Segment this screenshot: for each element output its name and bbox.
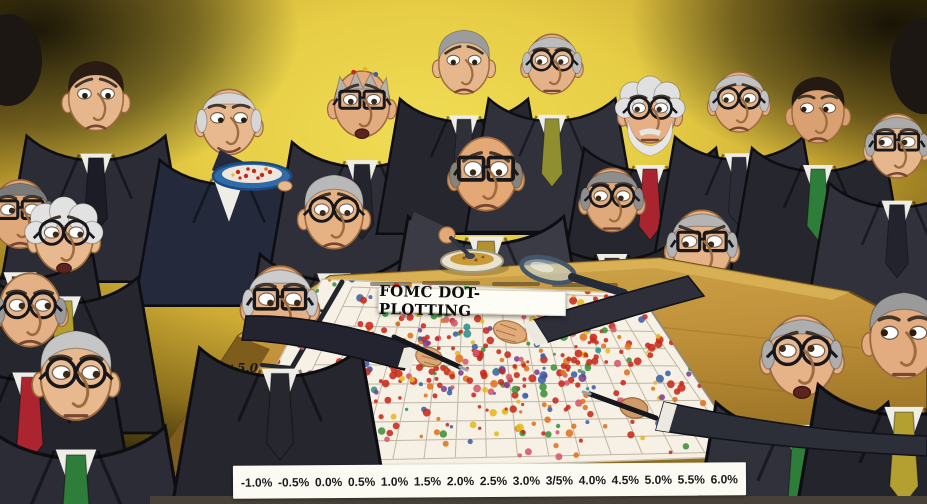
x-axis-label: 5.5% [677, 471, 705, 487]
x-axis-label: -0.5% [277, 474, 310, 489]
right-pen-arm [581, 390, 927, 457]
x-axis-label: 5.0% [644, 472, 673, 487]
shirt-cuff [398, 346, 417, 369]
soup-bowl [408, 212, 509, 276]
shirt-cuff [523, 320, 548, 346]
x-axis-label: 2.5% [479, 473, 508, 488]
table-shadow-band [150, 496, 927, 504]
plate-holder-hand [277, 180, 293, 192]
crowd-front-row [0, 265, 927, 504]
chairman-sleeve [408, 212, 448, 244]
table-edge-highlight [238, 258, 850, 344]
x-axis-label: 0.5% [347, 474, 376, 489]
x-axis-label: 1.5% [413, 473, 442, 489]
pen-left [391, 334, 463, 370]
figure-green-tie-left-front [0, 330, 181, 504]
x-axis-label: -1.0% [240, 475, 273, 490]
magnifier-handle [568, 273, 628, 297]
spoon [449, 236, 470, 256]
left-pen-arm [241, 315, 469, 372]
x-axis-label: 4.0% [578, 472, 607, 487]
pointing-hand [492, 320, 528, 344]
x-axis-label: 2.0% [446, 473, 475, 488]
chart-title-label: FOMC DOT-PLOTTING [377, 281, 567, 319]
x-axis-label: 4.5% [611, 472, 640, 487]
silhouette-head-left [0, 14, 42, 106]
magnifying-glass [519, 254, 628, 297]
x-axis-label: 3/5% [545, 472, 574, 488]
shirt-cuff [656, 402, 677, 432]
x-axis-label: 3.0% [512, 473, 541, 488]
x-axis-label: 0.0% [314, 474, 343, 489]
reaching-arm [492, 275, 706, 346]
silhouette-head-right [890, 18, 927, 114]
x-axis-label: 6.0% [710, 471, 738, 486]
x-axis-label: 1.0% [380, 474, 409, 489]
pen-right [587, 391, 659, 421]
x-axis-label-strip: -1.0% -0.5% 0.0% 0.5% 1.0% 1.5% 2.0% 2.5% 3.0% 3/… [232, 462, 747, 499]
corner-shadow-top-left [0, 0, 300, 190]
candy-plate [211, 150, 293, 192]
chart-title-text: FOMC DOT-PLOTTING [378, 281, 481, 320]
props [150, 150, 927, 504]
corner-shadow-top-right [630, 0, 927, 175]
